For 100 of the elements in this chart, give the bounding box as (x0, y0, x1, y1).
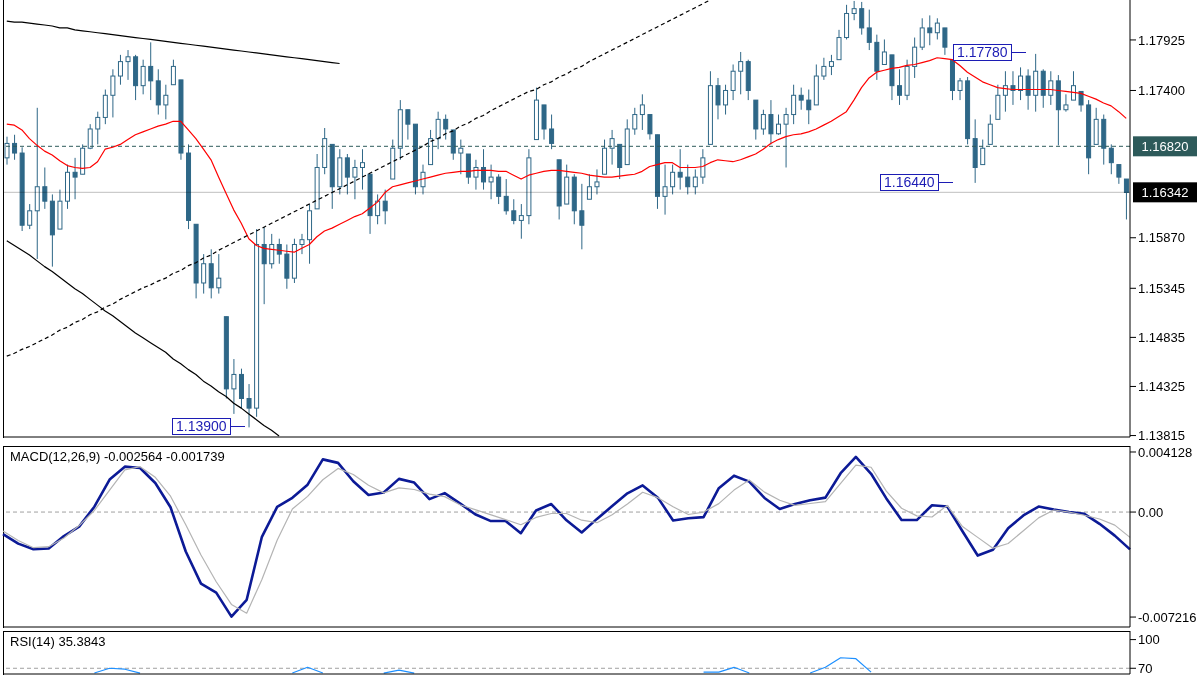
candlestick (170, 59, 176, 86)
candlestick (405, 109, 411, 141)
candlestick (140, 59, 146, 95)
candlestick (148, 41, 154, 101)
candlestick (27, 203, 33, 230)
candlestick (730, 63, 736, 101)
candlestick (246, 383, 252, 428)
candlestick (1070, 70, 1076, 101)
candlestick (201, 253, 207, 295)
candlestick (927, 14, 933, 46)
candlestick (897, 68, 903, 106)
candlestick (216, 253, 222, 295)
candlestick (776, 114, 781, 136)
candlestick (791, 84, 797, 125)
candlestick (980, 139, 986, 166)
candlestick (828, 54, 834, 76)
candlestick (768, 99, 774, 145)
candlestick (344, 153, 350, 195)
candlestick (1025, 68, 1031, 111)
candlestick (420, 164, 426, 195)
candlestick (117, 54, 123, 86)
candlestick (700, 148, 706, 185)
annotation: 1.17780 (953, 44, 1012, 61)
candlestick (798, 87, 804, 111)
candlestick (1108, 143, 1114, 175)
y-tick-label: 1.13815 (1138, 428, 1185, 444)
candlestick (435, 111, 441, 150)
y-tick-label: 1.17400 (1138, 83, 1185, 99)
candlestick (919, 17, 925, 51)
y-tick-label: -0.007216 (1138, 609, 1197, 625)
candlestick (859, 1, 865, 36)
candlestick (685, 164, 691, 195)
candlestick (450, 129, 456, 161)
candlestick (647, 114, 653, 141)
candlestick (110, 68, 116, 118)
candlestick (738, 51, 744, 95)
y-tick-label: 0.004128 (1138, 444, 1193, 460)
candlestick (481, 148, 487, 191)
candlestick (662, 164, 668, 216)
candlestick (375, 193, 381, 225)
candlestick (269, 233, 275, 270)
y-tick-label: 100 (1138, 632, 1160, 648)
candlestick (594, 168, 600, 195)
candlestick (692, 168, 698, 195)
ref-line-label: 1.16342 (1141, 185, 1189, 201)
candlestick (473, 159, 479, 191)
candlestick (609, 129, 615, 166)
candlestick (715, 77, 721, 120)
candlestick (261, 226, 267, 305)
candlestick (934, 17, 940, 40)
candlestick (72, 157, 78, 200)
candlestick (821, 57, 827, 81)
candlestick (987, 114, 993, 145)
y-tick-label: 1.14325 (1138, 379, 1185, 395)
candlestick (42, 166, 48, 210)
candlestick (881, 38, 887, 65)
candlestick (1002, 70, 1008, 113)
candlestick (670, 164, 676, 195)
candlestick (4, 136, 10, 166)
candlestick (677, 148, 683, 191)
candlestick (1116, 164, 1122, 185)
chart-title: MACD(12,26,9) -0.002564 -0.001739 (10, 449, 225, 464)
candlestick (912, 37, 918, 79)
y-tick-label: 70 (1138, 660, 1153, 675)
candlestick (1048, 70, 1054, 106)
candlestick (360, 148, 365, 191)
candlestick (1078, 90, 1084, 113)
candlestick (458, 139, 464, 175)
y-tick-label: 1.14835 (1138, 329, 1185, 345)
candlestick (617, 143, 623, 180)
candlestick (866, 9, 872, 51)
candlestick (465, 153, 471, 185)
candlestick (1123, 178, 1129, 220)
candlestick (723, 84, 729, 116)
candlestick (579, 183, 585, 250)
candlestick (299, 233, 305, 255)
y-tick-label: 1.15870 (1138, 230, 1185, 246)
candlestick (488, 164, 494, 200)
candlestick (639, 93, 645, 131)
ref-line-label: 1.16820 (1141, 139, 1189, 155)
candlestick (836, 29, 842, 61)
candlestick (1018, 66, 1024, 101)
candlestick (231, 358, 237, 415)
candlestick (503, 178, 509, 216)
candlestick (1063, 93, 1069, 113)
candlestick (102, 89, 108, 125)
candlestick (760, 109, 766, 136)
candlestick (549, 114, 555, 150)
candlestick (125, 49, 131, 81)
candlestick (163, 84, 169, 120)
candlestick (783, 107, 789, 168)
line-series (6, 20, 341, 65)
candlestick (586, 173, 592, 200)
y-tick-label: 1.17925 (1138, 32, 1185, 48)
candlestick (511, 198, 517, 225)
candlestick (443, 114, 449, 141)
candlestick (352, 159, 358, 200)
candlestick (518, 203, 524, 240)
candlestick (942, 27, 948, 56)
candlestick (957, 77, 963, 101)
